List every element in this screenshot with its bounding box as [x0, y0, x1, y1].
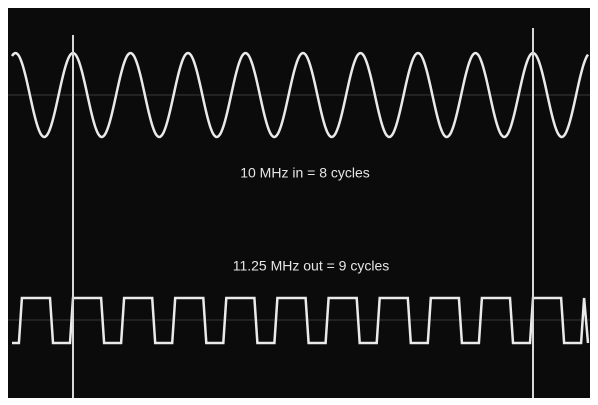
- output-label: 11.25 MHz out = 9 cycles: [233, 258, 390, 274]
- screen-background: [8, 8, 590, 398]
- scope-screen: 10 MHz in = 8 cycles 11.25 MHz out = 9 c…: [0, 0, 598, 405]
- input-label: 10 MHz in = 8 cycles: [240, 165, 370, 181]
- page: 10 MHz in = 8 cycles 11.25 MHz out = 9 c…: [0, 0, 598, 405]
